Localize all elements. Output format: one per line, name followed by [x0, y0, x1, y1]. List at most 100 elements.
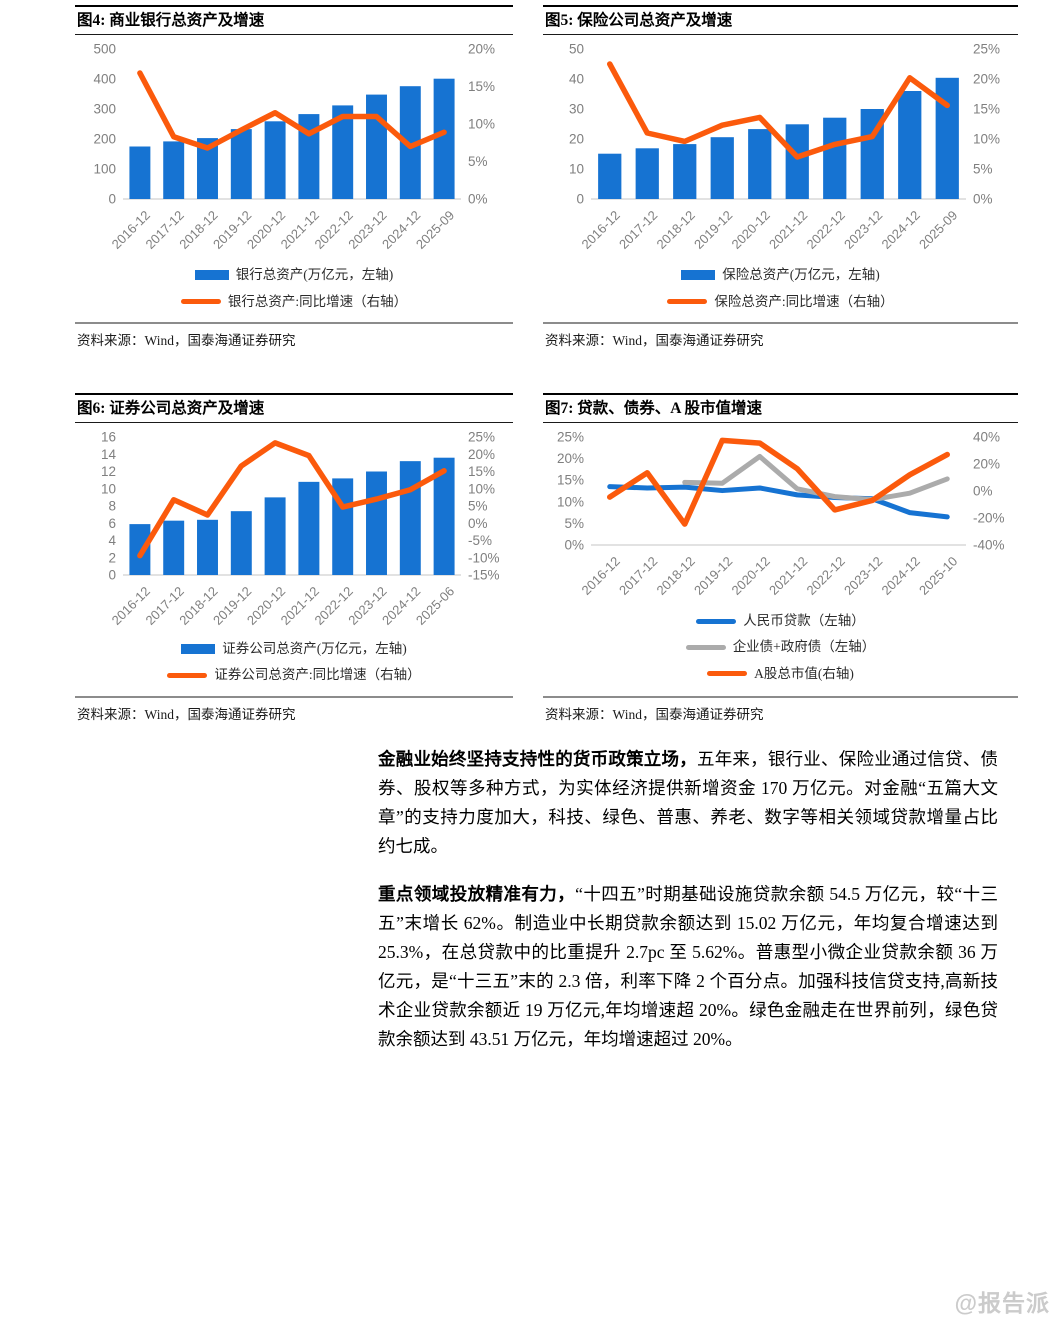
- svg-text:100: 100: [93, 162, 116, 177]
- svg-text:2017-12: 2017-12: [616, 554, 660, 598]
- svg-text:2018-12: 2018-12: [654, 208, 698, 252]
- svg-text:2024-12: 2024-12: [879, 554, 923, 598]
- svg-text:20%: 20%: [557, 451, 584, 466]
- svg-text:5%: 5%: [973, 162, 993, 177]
- paragraph-2: 重点领域投放精准有力，“十四五”时期基础设施贷款余额 54.5 万亿元，较“十三…: [378, 880, 998, 1054]
- svg-text:400: 400: [93, 72, 116, 87]
- svg-text:5%: 5%: [564, 516, 584, 531]
- svg-text:0: 0: [108, 192, 116, 207]
- bar-swatch-icon: [681, 270, 716, 281]
- svg-text:10%: 10%: [973, 132, 1000, 147]
- svg-text:10%: 10%: [468, 481, 495, 496]
- bar-swatch-icon: [181, 644, 216, 655]
- report-page: 图4: 商业银行总资产及增速 0 100 200 300 400 500 0% 5% 10% 15…: [75, 5, 1061, 1054]
- svg-text:25%: 25%: [557, 430, 584, 445]
- svg-text:0: 0: [108, 568, 116, 583]
- figure-4-combo-chart: 01002003004005000%5%10%15%20%2016-122017…: [93, 42, 495, 252]
- svg-text:-15%: -15%: [468, 568, 500, 583]
- figure-4-source: 资料来源：Wind，国泰海通证券研究: [75, 321, 513, 349]
- svg-text:2025-09: 2025-09: [916, 208, 960, 252]
- svg-text:30: 30: [569, 102, 584, 117]
- figure-panel-6: 图6: 证券公司总资产及增速 0 2 4 6 8 10 12 14 16 -15% -10% -5% 0…: [75, 392, 513, 723]
- svg-text:10%: 10%: [557, 494, 584, 509]
- legend-label: 保险总资产(万亿元，左轴): [722, 267, 880, 283]
- svg-text:2016-12: 2016-12: [579, 208, 623, 252]
- svg-text:200: 200: [93, 132, 116, 147]
- svg-text:50: 50: [569, 42, 584, 57]
- svg-text:300: 300: [93, 102, 116, 117]
- legend-label: 银行总资产:同比增速（右轴）: [227, 293, 408, 309]
- figure-7-source: 资料来源：Wind，国泰海通证券研究: [543, 695, 1018, 723]
- svg-text:2016-12: 2016-12: [579, 554, 623, 598]
- svg-text:2025-10: 2025-10: [916, 554, 960, 598]
- legend-item: 银行总资产:同比增速（右轴）: [180, 293, 408, 310]
- line-swatch-icon: [167, 672, 208, 678]
- svg-text:5%: 5%: [468, 499, 488, 514]
- figure-6-legend: 证券公司总资产(万亿元，左轴) 证券公司总资产:同比增速（右轴）: [75, 641, 513, 683]
- svg-text:-10%: -10%: [468, 550, 500, 565]
- line-swatch-icon: [180, 299, 221, 305]
- svg-text:25%: 25%: [468, 430, 495, 445]
- figure-7-legend: 人民币贷款（左轴） 企业债+政府债（左轴） A股总市值(右轴): [543, 613, 1018, 682]
- svg-text:2017-12: 2017-12: [616, 208, 660, 252]
- figure-6-combo-chart: 0 2 4 6 8 10 12 14 16 -15% -10% -5% 0% 5% 10% 15% 20% 25%…: [101, 430, 500, 628]
- figure-6-source: 资料来源：Wind，国泰海通证券研究: [75, 695, 513, 723]
- svg-text:0%: 0%: [468, 192, 488, 207]
- line-swatch-icon: [707, 671, 748, 677]
- svg-text:-20%: -20%: [973, 511, 1005, 526]
- svg-text:2019-12: 2019-12: [691, 208, 735, 252]
- figure-panel-7: 图7: 贷款、债券、A 股市值增速 0% 5% 10% 15% 20% 25% -40% -2…: [543, 392, 1018, 723]
- watermark: @报告派: [954, 1290, 1050, 1316]
- svg-text:2019-12: 2019-12: [691, 554, 735, 598]
- line-swatch-icon: [696, 618, 737, 624]
- legend-label: 人民币贷款（左轴）: [743, 613, 865, 629]
- legend-label: 银行总资产(万亿元，左轴): [235, 267, 394, 283]
- paragraph-1-text: 五年来，银行业、保险业通过信贷、债券、股权等多种方式，为实体经济提供新增资金 1…: [378, 748, 999, 856]
- svg-text:2018-12: 2018-12: [654, 554, 698, 598]
- svg-text:2020-12: 2020-12: [729, 208, 773, 252]
- legend-item: 保险总资产:同比增速（右轴）: [667, 294, 894, 310]
- svg-text:2: 2: [108, 550, 116, 565]
- legend-item: 人民币贷款（左轴）: [696, 613, 865, 629]
- svg-text:2022-12: 2022-12: [804, 208, 848, 252]
- svg-text:5%: 5%: [468, 154, 488, 169]
- paragraph-2-lead: 重点领域投放精准有力，: [378, 883, 576, 904]
- svg-text:16: 16: [101, 430, 116, 445]
- legend-label: A股总市值(右轴): [754, 665, 854, 681]
- legend-label: 企业债+政府债（左轴）: [732, 639, 876, 655]
- figure-panel-4: 图4: 商业银行总资产及增速 0 100 200 300 400 500 0% 5% 10% 15…: [75, 5, 513, 349]
- legend-label: 证券公司总资产(万亿元，左轴): [222, 641, 407, 657]
- body-text: 金融业始终坚持支持性的货币政策立场，五年来，银行业、保险业通过信贷、债券、股权等…: [378, 745, 998, 1054]
- svg-text:25%: 25%: [973, 42, 1000, 57]
- svg-text:-5%: -5%: [468, 533, 492, 548]
- svg-text:0%: 0%: [564, 538, 584, 553]
- line-swatch-icon: [685, 644, 726, 650]
- svg-text:10%: 10%: [468, 117, 495, 132]
- svg-text:0%: 0%: [973, 192, 993, 207]
- figure-4-legend: 银行总资产(万亿元，左轴) 银行总资产:同比增速（右轴）: [75, 267, 513, 309]
- svg-text:10: 10: [569, 162, 584, 177]
- svg-text:20%: 20%: [973, 72, 1000, 87]
- svg-text:-40%: -40%: [973, 538, 1005, 553]
- svg-text:2021-12: 2021-12: [766, 554, 810, 598]
- svg-text:15%: 15%: [468, 79, 495, 94]
- svg-text:40%: 40%: [973, 430, 1000, 445]
- svg-text:20%: 20%: [973, 457, 1000, 472]
- charts-grid: 图4: 商业银行总资产及增速 0 100 200 300 400 500 0% 5% 10% 15…: [75, 5, 1061, 723]
- svg-text:2023-12: 2023-12: [841, 208, 885, 252]
- figure-7-line-chart: 0%5%10%15%20%25%-40%-20%0%20%40%2016-122…: [557, 430, 1005, 598]
- legend-label: 证券公司总资产:同比增速（右轴）: [214, 667, 421, 683]
- legend-item: 企业债+政府债（左轴）: [685, 639, 876, 655]
- svg-text:15%: 15%: [468, 464, 495, 479]
- figure-4-title: 图4: 商业银行总资产及增速: [75, 5, 513, 36]
- svg-text:14: 14: [101, 447, 117, 462]
- svg-text:4: 4: [108, 533, 116, 548]
- figure-6-title: 图6: 证券公司总资产及增速: [75, 392, 513, 424]
- line-swatch-icon: [667, 299, 708, 305]
- svg-text:0: 0: [576, 192, 584, 207]
- figure-5-source: 资料来源：Wind，国泰海通证券研究: [543, 321, 1018, 349]
- svg-text:2022-12: 2022-12: [804, 554, 848, 598]
- figure-panel-5: 图5: 保险公司总资产及增速 0 10 20 30 40 50 0% 5% 10% 15% 20% 2…: [543, 5, 1018, 349]
- svg-text:500: 500: [93, 42, 116, 57]
- svg-text:20%: 20%: [468, 42, 495, 57]
